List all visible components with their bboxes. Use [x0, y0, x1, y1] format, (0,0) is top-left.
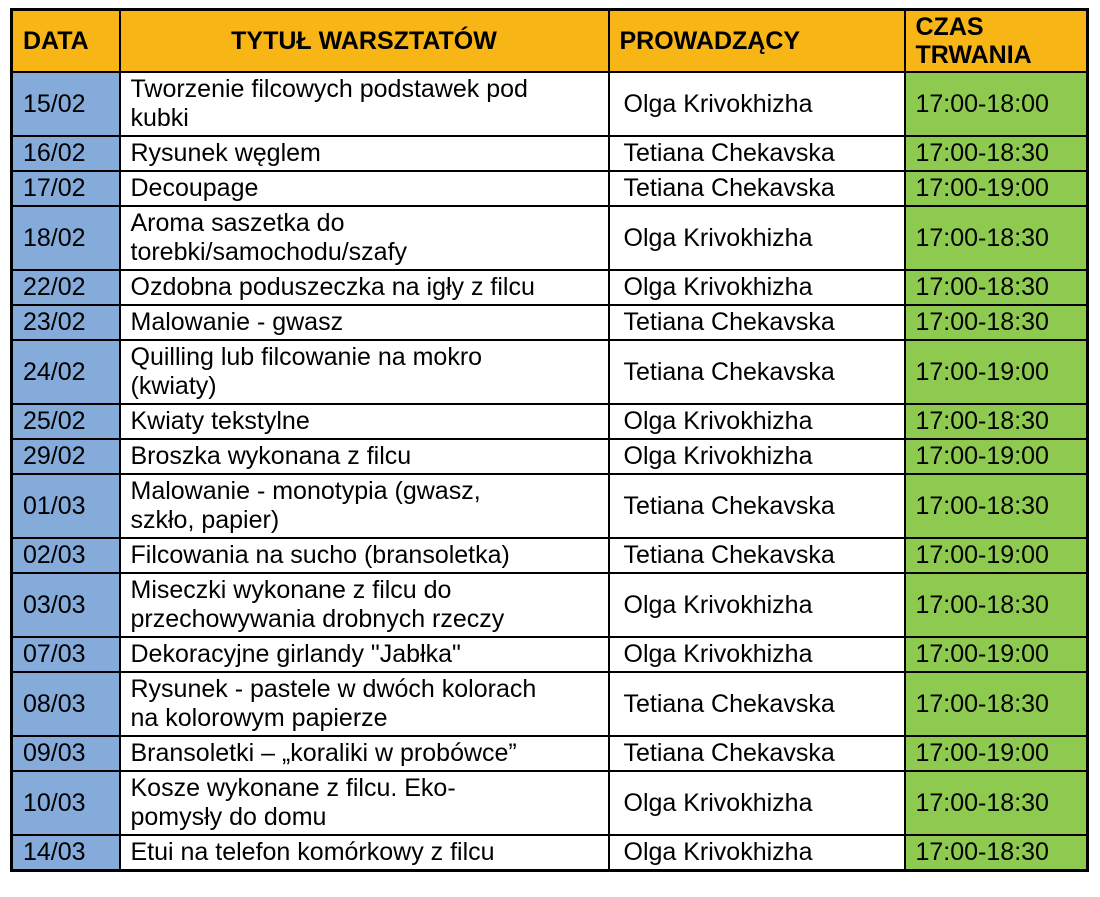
- title-cell: Malowanie - gwasz: [118, 304, 610, 341]
- table-row: 08/03 Rysunek - pastele w dwóch kolorach …: [10, 671, 1089, 737]
- title-cell: Aroma saszetka do torebki/samochodu/szaf…: [118, 205, 610, 271]
- duration-cell: 17:00-18:30: [903, 671, 1089, 737]
- date-cell: 08/03: [10, 671, 121, 737]
- duration-cell: 17:00-18:30: [903, 473, 1089, 539]
- instructor-cell: Tetiana Chekavska: [607, 473, 906, 539]
- table-row: 09/03 Bransoletki – „koraliki w probówce”…: [10, 735, 1089, 772]
- instructor-cell: Olga Krivokhizha: [607, 572, 906, 638]
- title-cell: Rysunek węglem: [118, 135, 610, 172]
- instructor-cell: Tetiana Chekavska: [607, 304, 906, 341]
- header-title: TYTUŁ WARSZTATÓW: [118, 8, 610, 73]
- title-cell: Kosze wykonane z filcu. Eko- pomysły do …: [118, 770, 610, 836]
- instructor-cell: Olga Krivokhizha: [607, 71, 906, 137]
- table-row: 16/02 Rysunek węglem Tetiana Chekavska 17:0…: [10, 135, 1089, 172]
- duration-cell: 17:00-19:00: [903, 537, 1089, 574]
- date-cell: 18/02: [10, 205, 121, 271]
- duration-cell: 17:00-19:00: [903, 636, 1089, 673]
- title-cell: Miseczki wykonane z filcu do przechowywa…: [118, 572, 610, 638]
- duration-cell: 17:00-18:30: [903, 269, 1089, 306]
- table-row: 25/02 Kwiaty tekstylne Olga Krivokhizha 17:…: [10, 403, 1089, 440]
- date-cell: 02/03: [10, 537, 121, 574]
- table-row: 01/03 Malowanie - monotypia (gwasz, szkło…: [10, 473, 1089, 539]
- table-row: 24/02 Quilling lub filcowanie na mokro (k…: [10, 339, 1089, 405]
- duration-cell: 17:00-19:00: [903, 438, 1089, 475]
- duration-cell: 17:00-18:30: [903, 403, 1089, 440]
- title-cell: Tworzenie filcowych podstawek pod kubki: [118, 71, 610, 137]
- instructor-cell: Tetiana Chekavska: [607, 671, 906, 737]
- date-cell: 14/03: [10, 834, 121, 872]
- duration-cell: 17:00-18:30: [903, 205, 1089, 271]
- title-cell: Filcowania na sucho (bransoletka): [118, 537, 610, 574]
- duration-cell: 17:00-18:30: [903, 572, 1089, 638]
- table-row: 03/03 Miseczki wykonane z filcu do przech…: [10, 572, 1089, 638]
- title-cell: Decoupage: [118, 170, 610, 207]
- title-cell: Broszka wykonana z filcu: [118, 438, 610, 475]
- date-cell: 22/02: [10, 269, 121, 306]
- duration-cell: 17:00-18:00: [903, 71, 1089, 137]
- table-row: 18/02 Aroma saszetka do torebki/samochodu…: [10, 205, 1089, 271]
- title-cell: Quilling lub filcowanie na mokro (kwiaty…: [118, 339, 610, 405]
- header-duration: CZAS TRWANIA: [903, 8, 1089, 73]
- title-cell: Malowanie - monotypia (gwasz, szkło, pap…: [118, 473, 610, 539]
- duration-cell: 17:00-18:30: [903, 770, 1089, 836]
- header-row: DATA TYTUŁ WARSZTATÓW PROWADZĄCY CZAS TR…: [10, 8, 1089, 73]
- date-cell: 10/03: [10, 770, 121, 836]
- table-row: 29/02 Broszka wykonana z filcu Olga Krivok…: [10, 438, 1089, 475]
- duration-cell: 17:00-18:30: [903, 304, 1089, 341]
- header-instructor: PROWADZĄCY: [607, 8, 906, 73]
- title-cell: Etui na telefon komórkowy z filcu: [118, 834, 610, 872]
- table-row: 14/03 Etui na telefon komórkowy z filcu Ol…: [10, 834, 1089, 872]
- date-cell: 15/02: [10, 71, 121, 137]
- table-row: 22/02 Ozdobna poduszeczka na igły z filcu…: [10, 269, 1089, 306]
- table-row: 23/02 Malowanie - gwasz Tetiana Chekavska 1…: [10, 304, 1089, 341]
- table-row: 17/02 Decoupage Tetiana Chekavska 17:00-19:…: [10, 170, 1089, 207]
- date-cell: 29/02: [10, 438, 121, 475]
- date-cell: 01/03: [10, 473, 121, 539]
- table-row: 15/02 Tworzenie filcowych podstawek pod k…: [10, 71, 1089, 137]
- instructor-cell: Olga Krivokhizha: [607, 205, 906, 271]
- date-cell: 07/03: [10, 636, 121, 673]
- date-cell: 09/03: [10, 735, 121, 772]
- instructor-cell: Olga Krivokhizha: [607, 269, 906, 306]
- duration-cell: 17:00-19:00: [903, 735, 1089, 772]
- title-cell: Dekoracyjne girlandy "Jabłka": [118, 636, 610, 673]
- duration-cell: 17:00-19:00: [903, 170, 1089, 207]
- title-cell: Bransoletki – „koraliki w probówce”: [118, 735, 610, 772]
- date-cell: 03/03: [10, 572, 121, 638]
- instructor-cell: Olga Krivokhizha: [607, 403, 906, 440]
- instructor-cell: Olga Krivokhizha: [607, 636, 906, 673]
- date-cell: 16/02: [10, 135, 121, 172]
- date-cell: 25/02: [10, 403, 121, 440]
- duration-cell: 17:00-19:00: [903, 339, 1089, 405]
- instructor-cell: Tetiana Chekavska: [607, 339, 906, 405]
- header-date: DATA: [10, 8, 121, 73]
- instructor-cell: Olga Krivokhizha: [607, 834, 906, 872]
- date-cell: 23/02: [10, 304, 121, 341]
- instructor-cell: Tetiana Chekavska: [607, 135, 906, 172]
- title-cell: Rysunek - pastele w dwóch kolorach na ko…: [118, 671, 610, 737]
- date-cell: 24/02: [10, 339, 121, 405]
- duration-cell: 17:00-18:30: [903, 135, 1089, 172]
- instructor-cell: Olga Krivokhizha: [607, 770, 906, 836]
- title-cell: Ozdobna poduszeczka na igły z filcu: [118, 269, 610, 306]
- date-cell: 17/02: [10, 170, 121, 207]
- title-cell: Kwiaty tekstylne: [118, 403, 610, 440]
- table-row: 10/03 Kosze wykonane z filcu. Eko- pomysł…: [10, 770, 1089, 836]
- workshop-schedule-table: DATA TYTUŁ WARSZTATÓW PROWADZĄCY CZAS TR…: [10, 8, 1089, 872]
- schedule-body: 15/02 Tworzenie filcowych podstawek pod k…: [10, 71, 1089, 872]
- table-row: 07/03 Dekoracyjne girlandy "Jabłka" Olga K…: [10, 636, 1089, 673]
- instructor-cell: Olga Krivokhizha: [607, 438, 906, 475]
- instructor-cell: Tetiana Chekavska: [607, 537, 906, 574]
- duration-cell: 17:00-18:30: [903, 834, 1089, 872]
- instructor-cell: Tetiana Chekavska: [607, 735, 906, 772]
- table-row: 02/03 Filcowania na sucho (bransoletka) Te…: [10, 537, 1089, 574]
- instructor-cell: Tetiana Chekavska: [607, 170, 906, 207]
